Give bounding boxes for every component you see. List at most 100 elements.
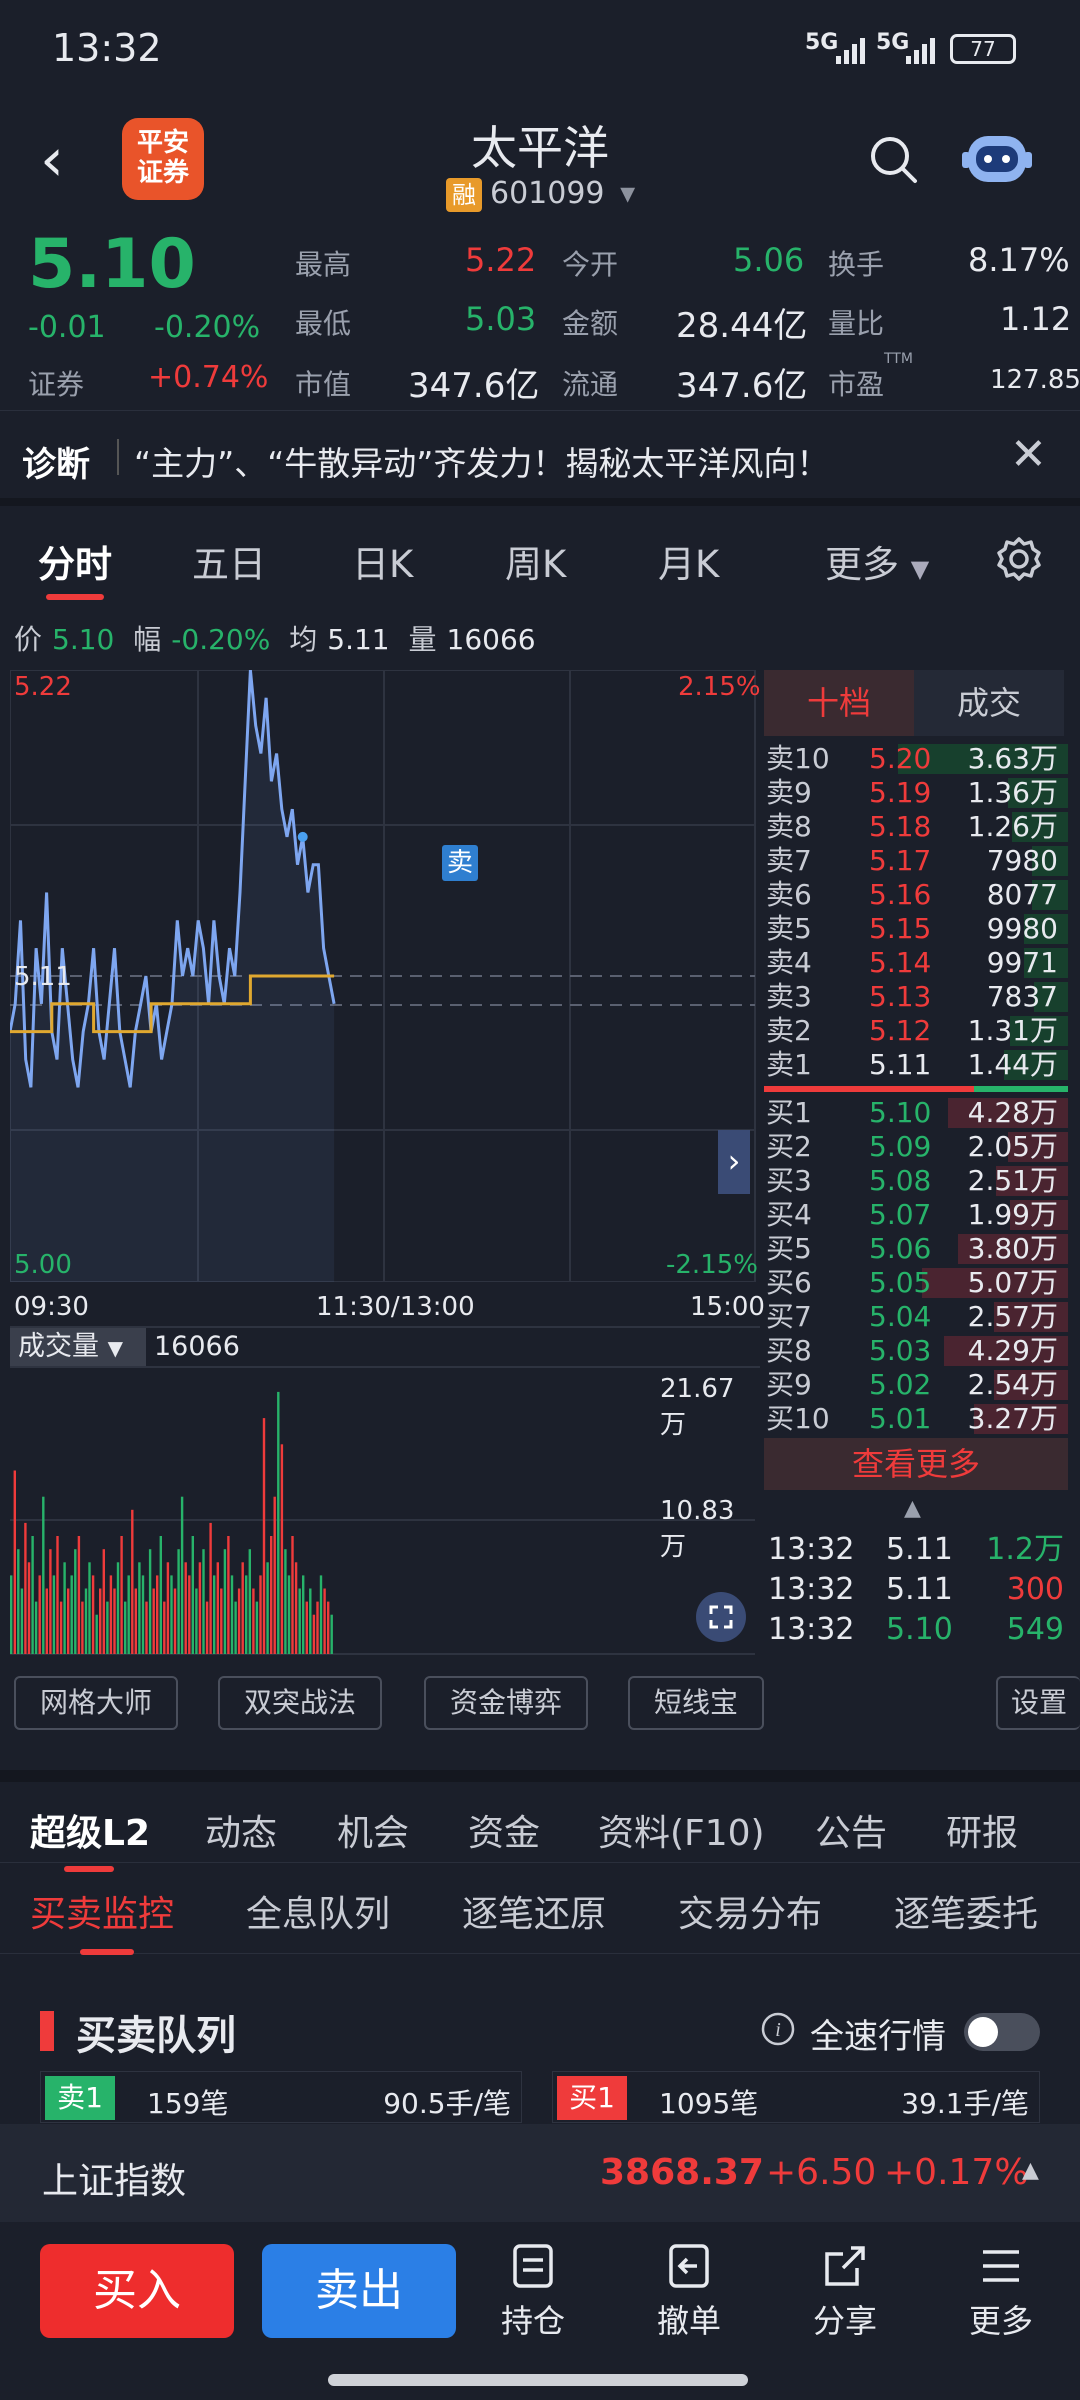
tab-research[interactable]: 研报: [946, 1813, 1019, 1854]
bid-row[interactable]: 买9 5.02 2.54万: [764, 1368, 1068, 1402]
tab-opportunity[interactable]: 机会: [337, 1813, 410, 1854]
ask-volume: 7837: [986, 980, 1058, 1013]
bid-row[interactable]: 买8 5.03 4.29万: [764, 1334, 1068, 1368]
short-term-button[interactable]: 短线宝: [628, 1676, 764, 1730]
tab-trades[interactable]: 成交: [914, 670, 1064, 736]
volume-bar: [298, 1588, 301, 1654]
queue-left-row[interactable]: 卖1 159笔 90.5手/笔: [40, 2071, 522, 2123]
ask-row[interactable]: 卖5 5.15 9980: [764, 912, 1068, 946]
diagnosis-banner[interactable]: 诊断 “主力”、“牛散异动”齐发力！揭秘太平洋风向！ ✕: [0, 410, 1080, 506]
volume-bar: [131, 1509, 134, 1654]
bid-row[interactable]: 买1 5.10 4.28万: [764, 1096, 1068, 1130]
tab-more[interactable]: 更多 ▼: [825, 534, 929, 588]
low-value: 5.03: [465, 300, 537, 338]
collapse-arrow-icon[interactable]: ▲: [904, 1496, 921, 1521]
queue-right-row[interactable]: 买1 1095笔 39.1手/笔: [552, 2071, 1040, 2123]
y-min-label: 5.00: [14, 1250, 72, 1280]
active-subtab-indicator: [80, 1949, 134, 1955]
search-icon[interactable]: [868, 134, 920, 186]
tab-full-queue[interactable]: 全息队列: [246, 1894, 391, 1935]
intraday-chart[interactable]: 5.22 2.15% 5.11 5.00 -2.15% 卖 ›: [10, 670, 761, 1282]
float-value: 347.6亿: [676, 366, 808, 406]
trade-price: 5.11: [886, 1572, 953, 1607]
undo-icon: [669, 2244, 709, 2288]
volume-bar: [291, 1536, 294, 1654]
tab-ten-level[interactable]: 十档: [764, 670, 914, 736]
bid-row[interactable]: 买10 5.01 3.27万: [764, 1402, 1068, 1436]
ask-row[interactable]: 卖9 5.19 1.36万: [764, 776, 1068, 810]
bid-row[interactable]: 买3 5.08 2.51万: [764, 1164, 1068, 1198]
sell-marker[interactable]: 卖: [442, 845, 478, 881]
amount-label: 金额: [562, 307, 619, 340]
volume-bar: [113, 1588, 116, 1654]
bid-price: 5.07: [869, 1198, 932, 1231]
tab-super-l2[interactable]: 超级L2: [30, 1813, 150, 1854]
ask-volume-bar: [1024, 914, 1068, 944]
buy-button[interactable]: 买入: [40, 2244, 234, 2338]
tab-monthly-k[interactable]: 月K: [658, 543, 720, 586]
fast-quote-toggle[interactable]: [964, 2013, 1040, 2051]
positions-button[interactable]: 持仓: [478, 2242, 588, 2342]
tab-weekly-k[interactable]: 周K: [505, 543, 567, 586]
index-ticker[interactable]: 上证指数 3868.37 +6.50 +0.17% ▲: [0, 2124, 1080, 2222]
volume-bar: [27, 1562, 31, 1654]
ask-row[interactable]: 卖1 5.11 1.44万: [764, 1048, 1068, 1082]
ask-row[interactable]: 卖4 5.14 9971: [764, 946, 1068, 980]
ask-row[interactable]: 卖10 5.20 3.63万: [764, 742, 1068, 776]
double-break-button[interactable]: 双突战法: [218, 1676, 382, 1730]
bid-volume: 2.54万: [967, 1368, 1058, 1401]
share-button[interactable]: 分享: [790, 2242, 900, 2342]
cancel-order-button[interactable]: 撤单: [634, 2242, 744, 2342]
gear-icon[interactable]: [996, 536, 1042, 582]
grid-master-button[interactable]: 网格大师: [14, 1676, 178, 1730]
broker-logo: 平安 证券: [122, 118, 204, 200]
bid-price: 5.05: [869, 1266, 932, 1299]
ask-level-label: 卖6: [766, 878, 812, 911]
tab-trade-distribution[interactable]: 交易分布: [678, 1894, 823, 1935]
bid-row[interactable]: 买6 5.05 5.07万: [764, 1266, 1068, 1300]
trade-time: 13:32: [768, 1572, 855, 1607]
tab-more-label: 更多: [825, 543, 899, 586]
close-icon[interactable]: ✕: [1010, 429, 1047, 480]
ask-row[interactable]: 卖7 5.17 7980: [764, 844, 1068, 878]
volume-selector[interactable]: 成交量 ▼: [10, 1328, 146, 1366]
detail-tabs: 超级L2 动态 机会 资金 资料(F10) 公告 研报: [0, 1770, 1080, 1872]
robot-assistant-icon[interactable]: [962, 128, 1032, 188]
tab-capital[interactable]: 资金: [468, 1813, 541, 1854]
view-more-button[interactable]: 查看更多: [764, 1438, 1068, 1490]
info-icon[interactable]: i: [760, 2011, 796, 2047]
fullscreen-icon[interactable]: [696, 1592, 746, 1642]
ask-row[interactable]: 卖6 5.16 8077: [764, 878, 1068, 912]
tab-order-monitor[interactable]: 买卖监控: [30, 1894, 175, 1935]
settings-button[interactable]: 设置: [996, 1676, 1080, 1730]
volume-label: 成交量: [18, 1331, 99, 1362]
tab-tick-replay[interactable]: 逐笔还原: [462, 1894, 607, 1935]
sell-button[interactable]: 卖出: [262, 2244, 456, 2338]
queue-left-avg: 90.5手/笔: [383, 2087, 511, 2120]
stock-code-selector[interactable]: 融 601099 ▾: [446, 176, 635, 212]
ask-row[interactable]: 卖3 5.13 7837: [764, 980, 1068, 1014]
ask-row[interactable]: 卖8 5.18 1.26万: [764, 810, 1068, 844]
bid-volume: 3.80万: [967, 1232, 1058, 1265]
tab-daily-k[interactable]: 日K: [352, 543, 414, 586]
bid-level-label: 买5: [766, 1232, 812, 1265]
tab-news[interactable]: 动态: [205, 1813, 278, 1854]
tab-intraday[interactable]: 分时: [38, 543, 112, 586]
bid-row[interactable]: 买7 5.04 2.57万: [764, 1300, 1068, 1334]
more-button[interactable]: 更多: [946, 2242, 1056, 2342]
back-button[interactable]: ‹: [40, 125, 64, 195]
tab-tick-orders[interactable]: 逐笔委托: [894, 1894, 1039, 1935]
ask-row[interactable]: 卖2 5.12 1.31万: [764, 1014, 1068, 1048]
tab-announcement[interactable]: 公告: [815, 1813, 888, 1854]
bid-row[interactable]: 买2 5.09 2.05万: [764, 1130, 1068, 1164]
capital-game-button[interactable]: 资金博弈: [424, 1676, 588, 1730]
bid-row[interactable]: 买5 5.06 3.80万: [764, 1232, 1068, 1266]
bid-level-label: 买9: [766, 1368, 812, 1401]
bid-row[interactable]: 买4 5.07 1.99万: [764, 1198, 1068, 1232]
volume-bar: [284, 1549, 287, 1654]
tab-f10[interactable]: 资料(F10): [598, 1813, 765, 1854]
expand-up-icon[interactable]: ▲: [1022, 2158, 1039, 2183]
ask-price: 5.14: [869, 946, 932, 979]
tab-five-day[interactable]: 五日: [192, 543, 266, 586]
expand-orderbook-button[interactable]: ›: [718, 1130, 750, 1194]
